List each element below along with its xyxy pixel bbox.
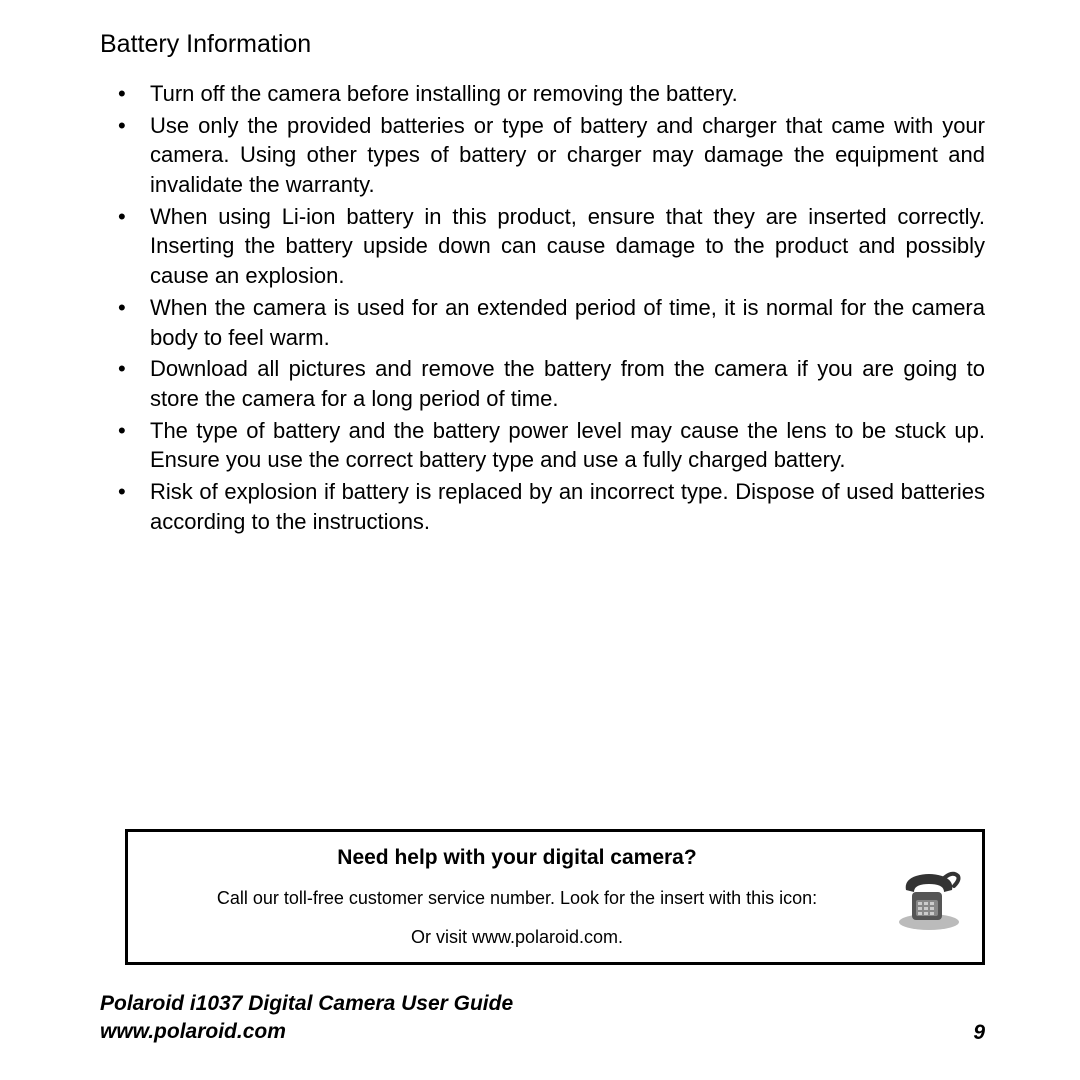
footer-url: www.polaroid.com	[100, 1018, 513, 1045]
section-heading: Battery Information	[100, 30, 985, 59]
phone-icon	[894, 862, 964, 932]
help-text-block: Need help with your digital camera? Call…	[146, 846, 888, 948]
battery-info-list: Turn off the camera before installing or…	[100, 79, 985, 536]
list-item: The type of battery and the battery powe…	[150, 416, 985, 475]
footer-left: Polaroid i1037 Digital Camera User Guide…	[100, 990, 513, 1045]
list-item: When using Li-ion battery in this produc…	[150, 202, 985, 291]
page-number: 9	[973, 1021, 985, 1045]
help-box: Need help with your digital camera? Call…	[125, 829, 985, 965]
help-title: Need help with your digital camera?	[146, 846, 888, 870]
help-line: Call our toll-free customer service numb…	[146, 888, 888, 909]
page-footer: Polaroid i1037 Digital Camera User Guide…	[100, 990, 985, 1045]
list-item: Use only the provided batteries or type …	[150, 111, 985, 200]
help-visit: Or visit www.polaroid.com.	[146, 927, 888, 948]
list-item: When the camera is used for an extended …	[150, 293, 985, 352]
list-item: Download all pictures and remove the bat…	[150, 354, 985, 413]
footer-title: Polaroid i1037 Digital Camera User Guide	[100, 990, 513, 1017]
list-item: Turn off the camera before installing or…	[150, 79, 985, 109]
list-item: Risk of explosion if battery is replaced…	[150, 477, 985, 536]
